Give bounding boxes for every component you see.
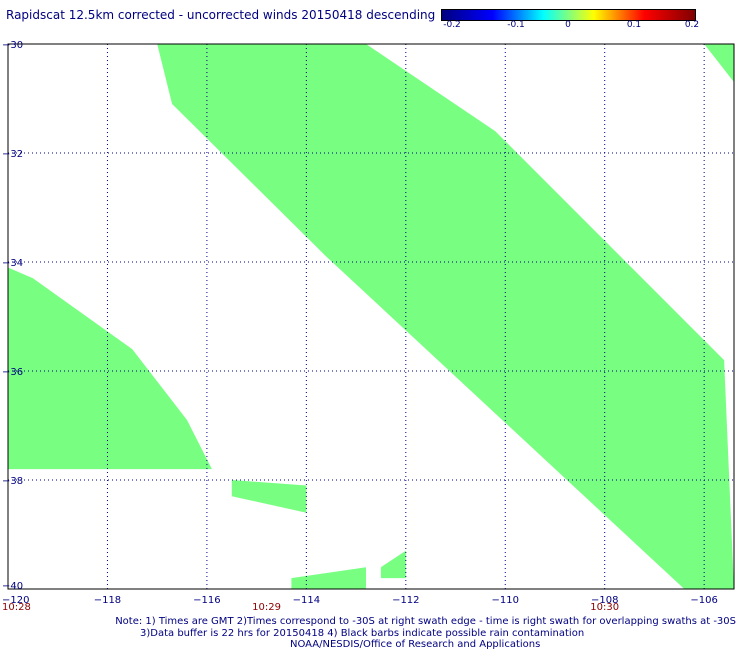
- colorbar-label-1: -0.2: [443, 20, 461, 30]
- lon-tick-label: −114: [293, 595, 320, 606]
- colorbar-label-2: -0.1: [507, 20, 525, 30]
- note-line-1: Note: 1) Times are GMT 2)Times correspon…: [115, 616, 736, 627]
- lon-tick-label-corner: −120: [2, 595, 29, 606]
- swath-4: [291, 567, 366, 589]
- colorbar-label-3: 0: [565, 20, 571, 30]
- note-line-2: 3)Data buffer is 22 hrs for 20150418 4) …: [140, 628, 585, 639]
- lon-tick-label: −118: [94, 595, 121, 606]
- lon-tick-label: −116: [193, 595, 220, 606]
- swath-6: [704, 44, 734, 83]
- credit-line: NOAA/NESDIS/Office of Research and Appli…: [290, 639, 541, 650]
- color-scale-bar: [441, 9, 696, 21]
- lat-tick-label: −32: [2, 149, 23, 160]
- wind-swath-layer: [8, 44, 734, 589]
- swath-2: [8, 267, 212, 470]
- pass-time-label: 10:29: [252, 602, 281, 613]
- axis-labels: −118 −116 −114 −112 −110 −108 −106 −120 −30 −32 −3…: [2, 40, 718, 613]
- lon-tick-label: −112: [392, 595, 419, 606]
- lat-tick-label: −34: [2, 258, 23, 269]
- lat-tick-label: −40: [2, 581, 23, 592]
- swath-1: [157, 44, 734, 589]
- lon-tick-label: −108: [591, 595, 618, 606]
- pass-time-label: 10:28: [2, 602, 31, 613]
- lon-tick-label: −106: [690, 595, 717, 606]
- lat-tick-label: −36: [2, 367, 23, 378]
- lon-tick-label: −110: [492, 595, 519, 606]
- pass-time-label: 10:30: [590, 602, 619, 613]
- colorbar-label-4: 0.1: [626, 20, 642, 30]
- map-title: Rapidscat 12.5km corrected - uncorrected…: [6, 8, 436, 22]
- lat-tick-label: −30: [2, 40, 23, 51]
- colorbar-label-5: 0.2: [684, 20, 700, 30]
- swath-5: [380, 550, 406, 579]
- map-frame: [7, 43, 735, 590]
- lat-tick-label: −38: [2, 476, 23, 487]
- swath-3: [231, 480, 307, 513]
